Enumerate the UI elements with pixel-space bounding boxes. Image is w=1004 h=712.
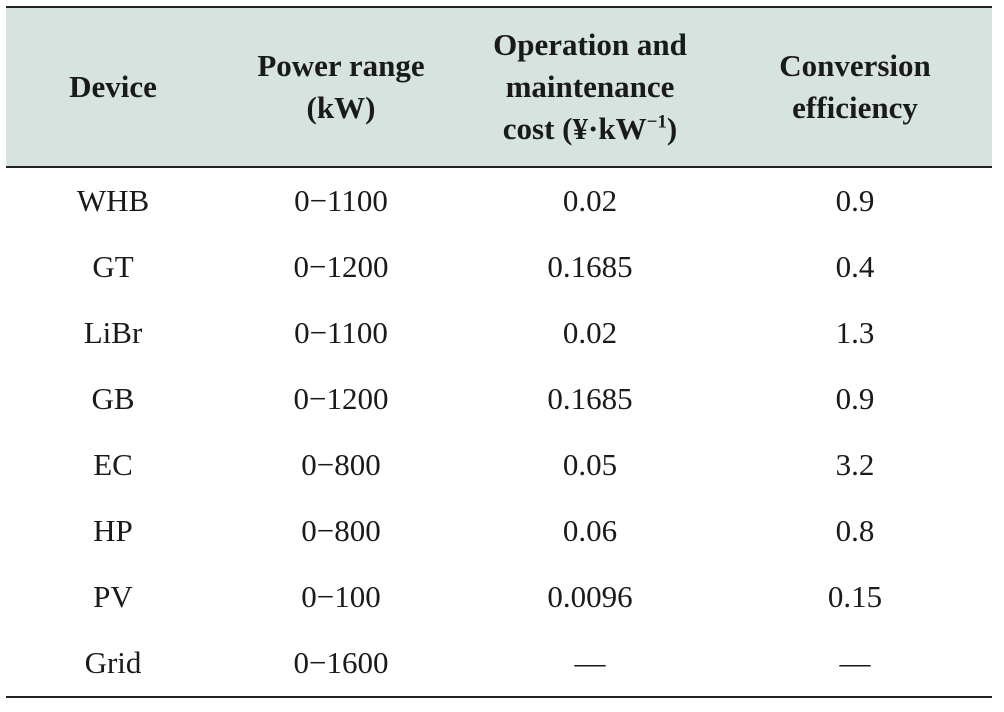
- cell-power-range: 0−1100: [294, 315, 388, 350]
- cell-power-range: 0−800: [301, 447, 381, 482]
- cell-om-cost: 0.02: [562, 315, 618, 350]
- header-device: Device: [6, 6, 220, 168]
- device-parameters-table-container: Device Power range (kW) Operation and ma…: [6, 6, 992, 698]
- cell-power-range: 0−1200: [293, 249, 389, 284]
- cell-device: Grid: [6, 630, 220, 698]
- cell-om-cost: 0.0096: [547, 579, 633, 614]
- cell-efficiency: —: [718, 630, 992, 698]
- cell-efficiency: 0.15: [827, 579, 883, 614]
- header-conversion-efficiency: Conversion efficiency: [718, 6, 992, 168]
- cell-device: WHB: [76, 183, 150, 218]
- header-row: Device Power range (kW) Operation and ma…: [6, 6, 992, 168]
- header-power-range-line2: (kW): [306, 90, 376, 125]
- cell-device: PV: [93, 579, 133, 614]
- table-row: LiBr 0−1100 0.02 1.3: [6, 300, 992, 366]
- cell-power-range: 0−1200: [293, 381, 389, 416]
- table-row: WHB 0−1100 0.02 0.9: [6, 167, 992, 234]
- header-om-cost-line2: maintenance: [505, 69, 675, 104]
- header-om-cost-line1: Operation and: [493, 27, 687, 62]
- header-om-cost-unit-prefix: cost (¥·kW: [502, 111, 647, 146]
- header-om-cost-unit-suffix: ): [666, 111, 678, 146]
- cell-device: GT: [92, 249, 134, 284]
- table-row: GB 0−1200 0.1685 0.9: [6, 366, 992, 432]
- cell-efficiency: 3.2: [835, 447, 875, 482]
- header-power-range: Power range (kW): [220, 6, 462, 168]
- table-row: Grid 0−1600 — —: [6, 630, 992, 698]
- cell-power-range: 0−1100: [294, 183, 388, 218]
- cell-om-cost: 0.05: [562, 447, 618, 482]
- table-header: Device Power range (kW) Operation and ma…: [6, 6, 992, 168]
- cell-om-cost: 0.06: [562, 513, 618, 548]
- cell-device: GB: [91, 381, 135, 416]
- table-row: EC 0−800 0.05 3.2: [6, 432, 992, 498]
- cell-om-cost: —: [462, 630, 718, 698]
- cell-om-cost: 0.1685: [547, 381, 633, 416]
- header-om-cost-unit-exponent: −1: [646, 111, 667, 133]
- cell-om-cost: 0.1685: [547, 249, 633, 284]
- header-conversion-line1: Conversion: [779, 48, 931, 83]
- table-row: PV 0−100 0.0096 0.15: [6, 564, 992, 630]
- cell-device: LiBr: [83, 315, 143, 350]
- header-device-label: Device: [69, 69, 157, 104]
- cell-device: EC: [93, 447, 133, 482]
- cell-power-range: 0−100: [301, 579, 381, 614]
- cell-power-range: 0−1600: [220, 630, 462, 698]
- cell-device: HP: [93, 513, 133, 548]
- cell-efficiency: 0.9: [835, 381, 875, 416]
- cell-om-cost: 0.02: [562, 183, 618, 218]
- cell-efficiency: 0.9: [835, 183, 875, 218]
- header-om-cost: Operation and maintenance cost (¥·kW−1): [462, 6, 718, 168]
- cell-power-range: 0−800: [301, 513, 381, 548]
- header-conversion-line2: efficiency: [792, 90, 918, 125]
- table-row: HP 0−800 0.06 0.8: [6, 498, 992, 564]
- cell-efficiency: 0.8: [835, 513, 875, 548]
- cell-efficiency: 0.4: [835, 249, 875, 284]
- header-power-range-line1: Power range: [257, 48, 425, 83]
- table-row: GT 0−1200 0.1685 0.4: [6, 234, 992, 300]
- table-body: WHB 0−1100 0.02 0.9 GT 0−1200 0.1685 0.4…: [6, 167, 992, 698]
- device-parameters-table: Device Power range (kW) Operation and ma…: [6, 6, 992, 698]
- header-om-cost-line3: cost (¥·kW−1): [468, 108, 712, 150]
- cell-efficiency: 1.3: [835, 315, 875, 350]
